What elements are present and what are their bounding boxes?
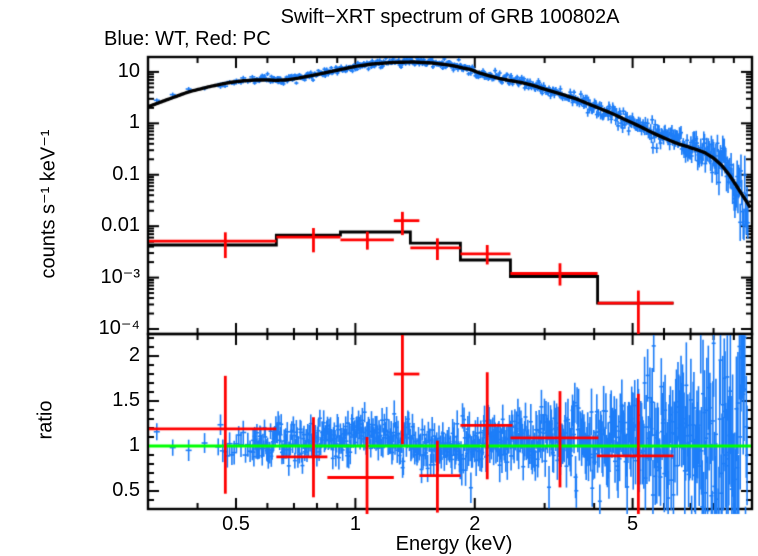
x-tick-label: 0.5 [222,513,250,535]
x-tick-label: 2 [469,513,481,535]
legend-text: Blue: WT, Red: PC [104,28,271,50]
y-axis-label-counts: counts s⁻¹ keV⁻¹ [37,129,60,279]
y-tick-label-counts: 0.1 [112,162,140,185]
y-tick-label-ratio: 1 [128,434,140,457]
x-tick-label: 5 [627,513,639,535]
y-tick-label-ratio: 0.5 [112,479,140,501]
y-tick-label-ratio: 2 [128,344,140,367]
x-axis-label: Energy (keV) [395,533,513,555]
y-tick-label-counts: 10⁻⁴ [98,317,140,340]
plot-title: Swift−XRT spectrum of GRB 100802A [280,6,620,28]
y-tick-label-counts: 10⁻³ [100,265,140,288]
y-tick-label-ratio: 1.5 [112,389,140,412]
y-tick-label-counts: 0.01 [101,214,140,237]
y-tick-label-counts: 10 [117,59,140,82]
y-tick-label-counts: 1 [128,111,140,134]
x-tick-label: 1 [349,513,361,535]
